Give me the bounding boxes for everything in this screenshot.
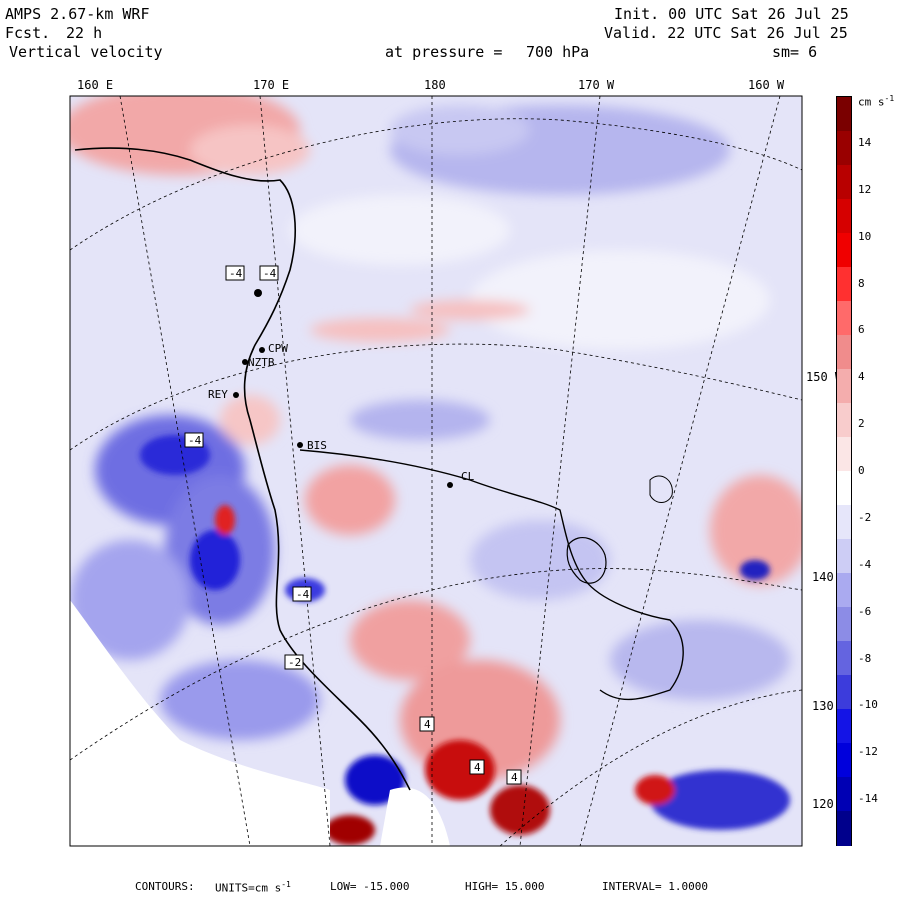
station-markers (233, 289, 453, 488)
colorbar-tick-label: -10 (858, 698, 878, 712)
contour-label: -2 (288, 656, 302, 669)
colorbar-swatch (837, 437, 851, 472)
colorbar-swatch (837, 131, 851, 166)
forecast-hour: 22 h (66, 24, 103, 42)
smoothing: sm= 6 (772, 43, 818, 61)
colorbar-tick-label: 10 (858, 229, 872, 243)
lon-label-170w: 170 W (578, 78, 615, 92)
colorbar-swatch (837, 505, 851, 540)
colorbar-swatch (837, 267, 851, 302)
station-label-nztb: NZTB (248, 356, 275, 369)
station-label-cl: CL (461, 470, 475, 483)
colorbar-swatch (837, 233, 851, 268)
colorbar-swatch (837, 403, 851, 438)
model-name: AMPS 2.67-km WRF (5, 5, 150, 23)
colorbar-tick-label: 6 (858, 323, 865, 337)
colorbar-swatch (837, 97, 851, 132)
colorbar-swatch (837, 777, 851, 812)
colorbar-tick-label: -2 (858, 510, 872, 524)
lon-label-180: 180 (424, 78, 446, 92)
ice-shelf-front (299, 449, 684, 701)
footer-units: UNITS=cm s-1 (215, 880, 291, 895)
colorbar-swatch (837, 335, 851, 370)
colorbar-swatch (837, 641, 851, 676)
footer-high: HIGH= 15.000 (465, 880, 545, 893)
colorbar-swatch (837, 539, 851, 574)
colorbar-tick-label: 4 (858, 370, 865, 384)
pressure-label: at pressure = (385, 43, 503, 61)
colorbar-tick-label: 2 (858, 417, 865, 431)
colorbar-tick-label: -4 (858, 557, 872, 571)
colorbar-tick-label: 8 (858, 276, 865, 290)
colorbar-tick-label: -12 (858, 745, 878, 759)
blank-region (70, 600, 330, 846)
colorbar-tick-label: 12 (858, 182, 872, 196)
colorbar-swatch (837, 573, 851, 608)
contour-label: -4 (188, 434, 202, 447)
colorbar-swatch (837, 301, 851, 336)
footer-interval: INTERVAL= 1.0000 (602, 880, 708, 893)
colorbar-swatch (837, 165, 851, 200)
field-name: Vertical velocity (9, 43, 163, 61)
colorbar-tick-label: -14 (858, 792, 878, 806)
valid-time: Valid. 22 UTC Sat 26 Jul 25 (604, 24, 848, 42)
contour-label: -4 (296, 588, 310, 601)
colorbar-tick-label: 14 (858, 135, 872, 149)
colorbar-tick-label: -6 (858, 604, 872, 618)
colorbar-swatch (837, 607, 851, 642)
colorbar-swatch (837, 709, 851, 744)
colorbar-units: cm s-1 (858, 94, 895, 109)
lon-label-160w: 160 W (748, 78, 785, 92)
lon-label-160e: 160 E (77, 78, 114, 92)
pressure-value: 700 hPa (526, 43, 590, 61)
footer-contours-label: CONTOURS: (135, 880, 195, 893)
coastline (74, 147, 411, 791)
colorbar (836, 96, 852, 846)
contour-label: 4 (474, 761, 481, 774)
contour-label: 4 (511, 771, 518, 784)
colorbar-swatch (837, 471, 851, 506)
forecast-label: Fcst. (5, 24, 51, 42)
colorbar-swatch (837, 743, 851, 778)
colorbar-swatch (837, 811, 851, 846)
init-time: Init. 00 UTC Sat 26 Jul 25 (614, 5, 849, 23)
lon-label-170e: 170 E (253, 78, 290, 92)
colorbar-swatch (837, 675, 851, 710)
contour-label: -4 (263, 267, 277, 280)
colorbar-tick-label: -8 (858, 651, 872, 665)
footer-low: LOW= -15.000 (330, 880, 410, 893)
colorbar-swatch (837, 199, 851, 234)
contour-label: -4 (229, 267, 243, 280)
map-frame (69, 95, 803, 847)
contour-label-boxes (184, 265, 522, 785)
station-label-bis: BIS (307, 439, 327, 452)
contour-label: 4 (424, 718, 431, 731)
station-label-cpw: CPW (268, 342, 288, 355)
colorbar-swatch (837, 369, 851, 404)
station-label-rey: REY (208, 388, 228, 401)
colorbar-tick-label: 0 (858, 464, 865, 477)
